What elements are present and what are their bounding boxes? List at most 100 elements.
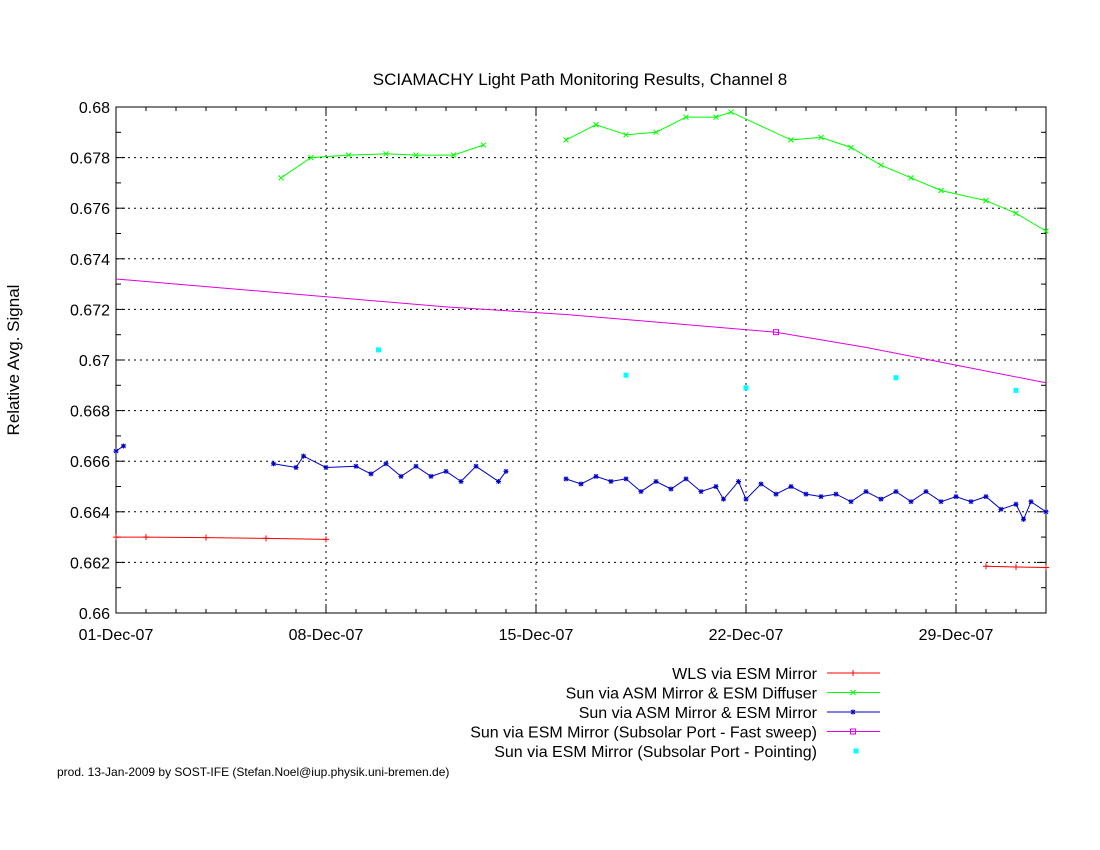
- data-point: [458, 478, 464, 484]
- data-point: [1013, 210, 1019, 217]
- data-point: [593, 121, 599, 128]
- y-tick-label: 0.678: [70, 151, 110, 168]
- y-tick-label: 0.668: [70, 404, 110, 421]
- legend-label: Sun via ASM Mirror & ESM Diffuser: [566, 686, 818, 703]
- data-point: [743, 496, 749, 502]
- series-line: [115, 278, 1047, 384]
- data-point: [653, 129, 659, 136]
- data-point: [1013, 501, 1019, 507]
- data-point: [923, 489, 929, 495]
- data-point: [788, 137, 794, 143]
- data-point: [848, 499, 854, 505]
- data-point: [1013, 563, 1019, 570]
- data-point: [376, 347, 381, 353]
- data-point: [878, 162, 884, 169]
- legend: WLS via ESM Mirror Sun via ASM Mirror & E…: [470, 666, 880, 761]
- x-tick-label: 15-Dec-07: [499, 627, 574, 644]
- y-tick-label: 0.662: [70, 555, 110, 572]
- data-point: [413, 463, 419, 469]
- data-point: [853, 748, 859, 754]
- data-point: [668, 486, 674, 492]
- data-point: [368, 471, 374, 477]
- grid: [116, 107, 1046, 613]
- data-point: [203, 534, 209, 541]
- data-point: [496, 478, 501, 484]
- y-tick-label: 0.676: [70, 201, 110, 218]
- data-point: [983, 494, 989, 500]
- x-tick-label: 01-Dec-07: [79, 627, 154, 644]
- legend-entry: WLS via ESM Mirror: [672, 666, 880, 683]
- data-point: [938, 499, 944, 505]
- data-point: [638, 489, 644, 495]
- data-point: [893, 489, 899, 495]
- data-point: [713, 484, 719, 489]
- data-point: [113, 448, 119, 454]
- data-point: [773, 491, 779, 497]
- data-point: [736, 478, 741, 484]
- legend-label: Sun via ESM Mirror (Subsolar Port - Fast…: [470, 725, 817, 742]
- data-point: [578, 481, 584, 487]
- data-point: [728, 109, 734, 115]
- data-point: [998, 506, 1004, 512]
- data-point: [983, 197, 989, 204]
- data-point: [271, 461, 276, 467]
- data-point: [113, 534, 119, 541]
- data-point: [443, 468, 449, 474]
- data-point: [383, 461, 389, 467]
- series-line: [280, 144, 484, 179]
- data-point: [480, 142, 487, 148]
- data-point: [773, 329, 779, 336]
- data-point: [121, 443, 126, 449]
- data-point: [818, 494, 824, 500]
- series-2: [278, 109, 1049, 234]
- series-1: [113, 534, 1049, 571]
- y-axis-label: Relative Avg. Signal: [4, 285, 23, 436]
- data-point: [473, 463, 479, 469]
- data-point: [721, 496, 726, 502]
- data-point: [623, 131, 629, 138]
- y-tick-label: 0.67: [79, 353, 110, 370]
- x-tick-label: 08-Dec-07: [289, 627, 364, 644]
- data-point: [323, 465, 329, 471]
- y-tick-label: 0.672: [70, 302, 110, 319]
- data-point: [308, 154, 314, 161]
- data-point: [623, 476, 629, 482]
- series-layer: [113, 109, 1049, 571]
- series-line: [565, 111, 1047, 232]
- x-tick-label: 22-Dec-07: [709, 627, 784, 644]
- legend-entry: Sun via ASM Mirror & ESM Diffuser: [566, 686, 880, 703]
- data-point: [563, 476, 569, 482]
- data-point: [743, 385, 749, 391]
- data-point: [863, 489, 869, 495]
- data-point: [758, 481, 764, 487]
- chart-title: SCIAMACHY Light Path Monitoring Results,…: [373, 70, 788, 89]
- data-point: [908, 499, 914, 505]
- data-point: [301, 453, 306, 459]
- axis-ticks: [115, 106, 1047, 614]
- data-point: [593, 473, 599, 479]
- data-point: [263, 535, 269, 542]
- data-point: [788, 484, 794, 489]
- y-tick-label: 0.664: [70, 505, 110, 522]
- series-line: [273, 455, 507, 483]
- data-point: [908, 174, 914, 181]
- data-point: [850, 728, 856, 735]
- plot-frame: [115, 106, 1047, 614]
- data-point: [563, 137, 569, 143]
- data-point: [450, 152, 457, 158]
- data-point: [323, 536, 329, 543]
- data-point: [353, 463, 359, 469]
- y-tick-labels: 0.66 0.662 0.664 0.666 0.668 0.67 0.672 0.674 0.…: [70, 100, 110, 623]
- x-tick-labels: 01-Dec-07 08-Dec-07 15-Dec-07 22-Dec-07 29-D…: [79, 627, 994, 644]
- series-line: [565, 475, 1047, 521]
- data-point: [683, 114, 689, 120]
- data-point: [1028, 499, 1034, 505]
- data-point: [850, 670, 856, 676]
- data-point: [383, 150, 389, 157]
- data-point: [1043, 564, 1049, 571]
- data-point: [850, 709, 856, 715]
- y-tick-label: 0.666: [70, 454, 110, 471]
- data-point: [1043, 509, 1049, 515]
- data-point: [608, 478, 614, 484]
- footer-credit: prod. 13-Jan-2009 by SOST-IFE (Stefan.No…: [57, 765, 449, 779]
